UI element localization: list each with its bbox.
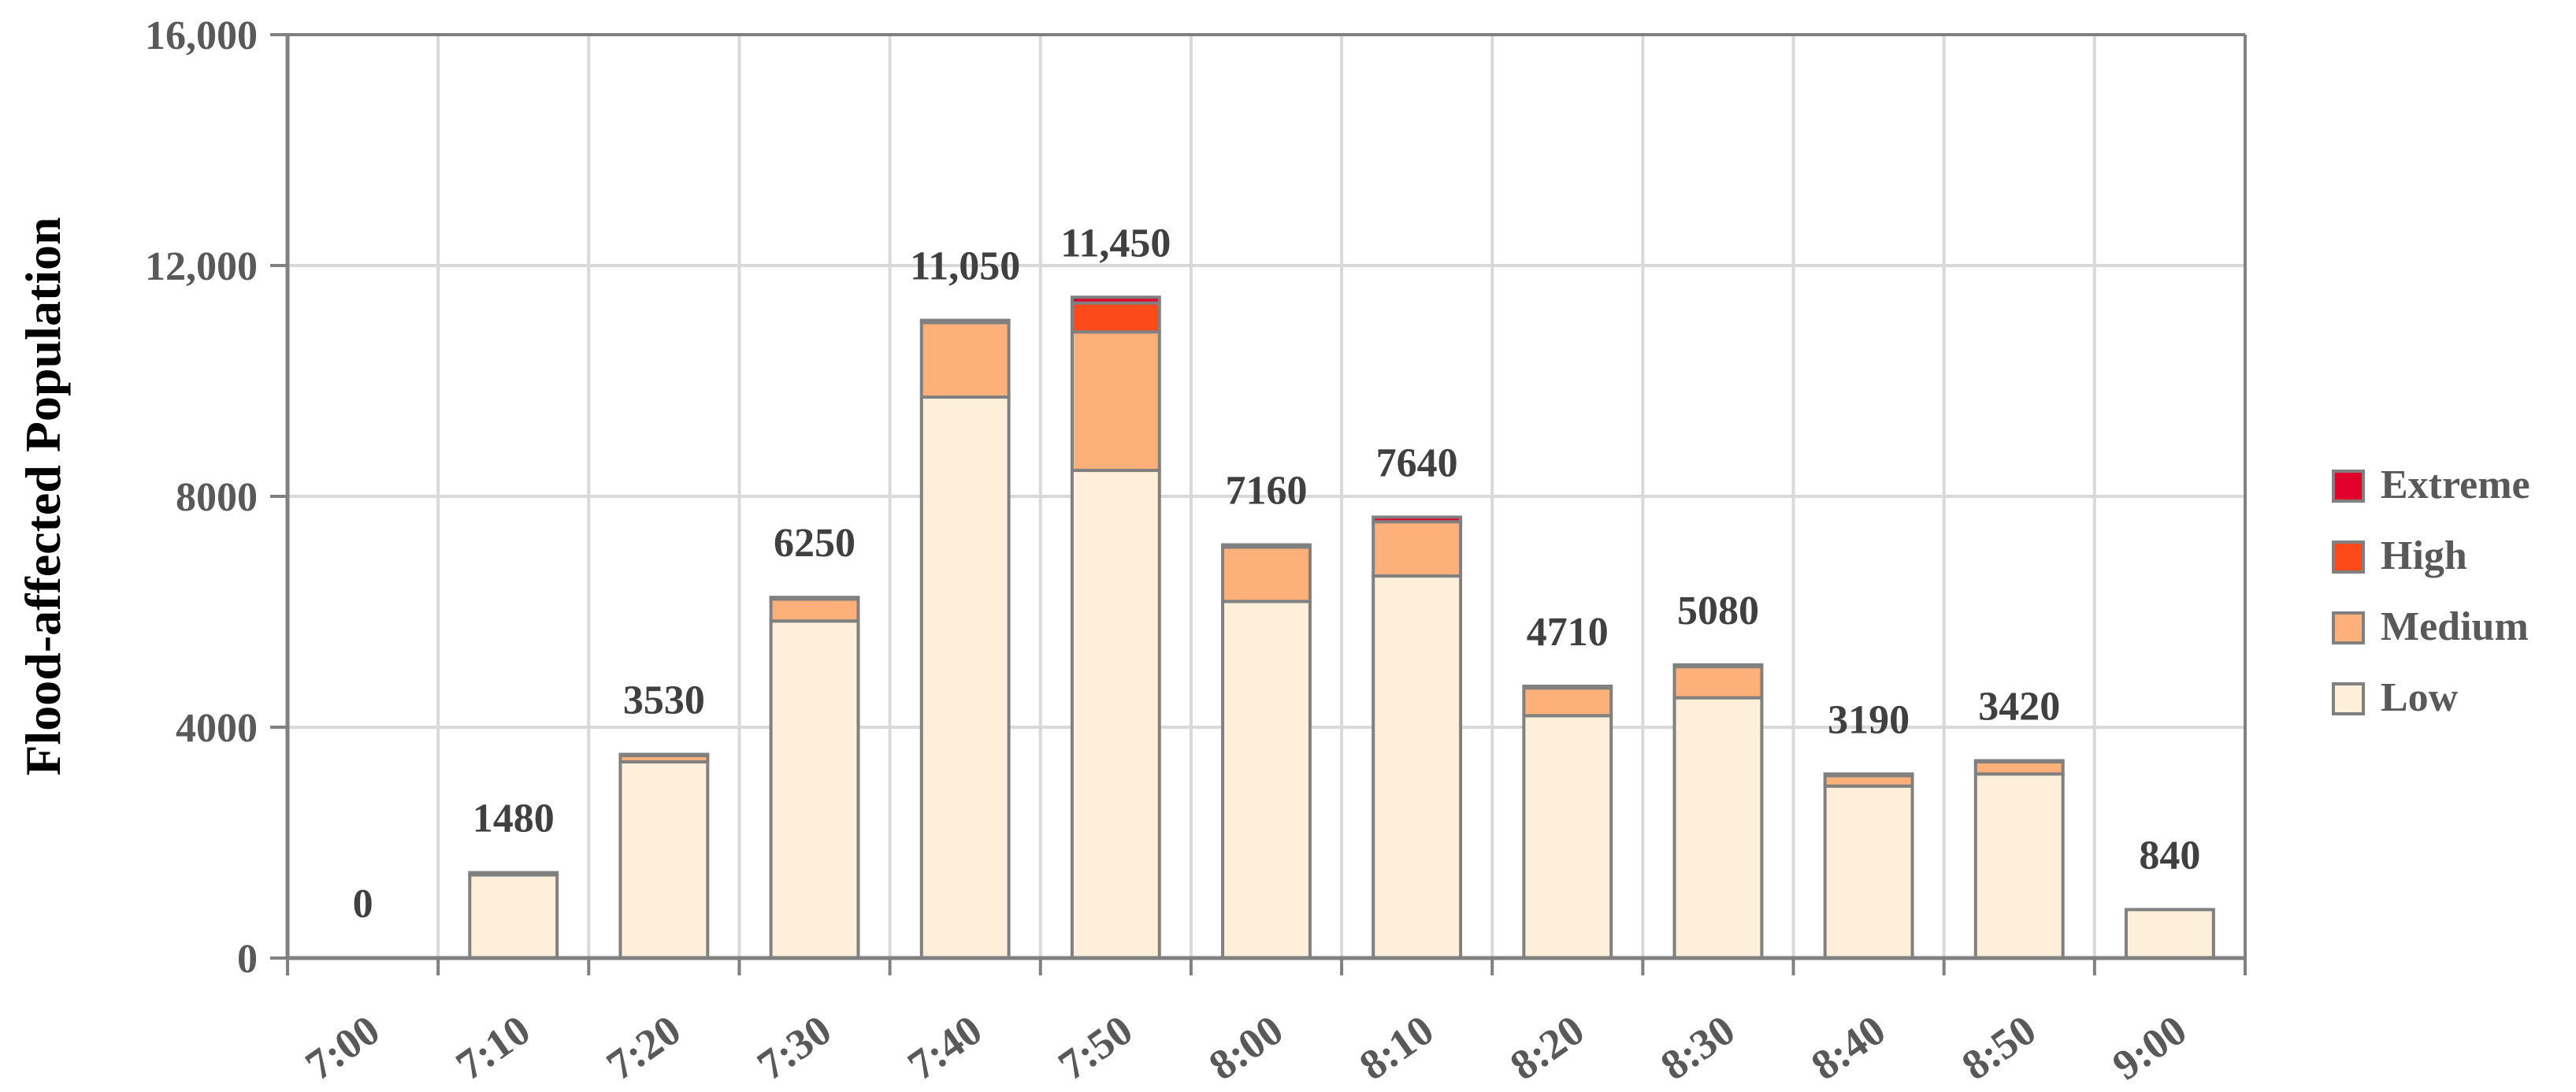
x-tick-label: 8:00 [1201, 1006, 1291, 1090]
legend-swatch-high [2332, 540, 2365, 574]
x-tick-label: 8:20 [1501, 1006, 1592, 1090]
x-tick-labels: 7:00 7:10 7:20 7:30 7:40 7:50 8:00 8:10 8:20 8:30… [297, 1006, 2195, 1090]
bar-segment-high-5 [1070, 301, 1161, 334]
y-tick-labels: 0 4000 8000 12,000 16,000 [145, 13, 258, 982]
legend-label-high: High [2381, 533, 2467, 578]
total-label: 3190 [1828, 697, 1910, 742]
total-label: 6250 [774, 521, 856, 566]
bar-segment-medium-7 [1372, 520, 1463, 578]
bar-segment-medium-8 [1522, 686, 1613, 718]
gridlines [288, 33, 2245, 958]
y-tick-label: 16,000 [145, 13, 258, 58]
x-tick-label: 8:40 [1803, 1006, 1894, 1090]
bar-segment-low-2 [618, 760, 710, 960]
total-label: 1480 [473, 797, 555, 841]
x-tick-label: 7:20 [598, 1006, 689, 1090]
y-tick-label: 4000 [176, 706, 258, 751]
bar-segment-low-10 [1823, 784, 1914, 960]
legend-swatch-low [2332, 682, 2365, 715]
y-tick-label: 0 [237, 937, 258, 982]
x-tick-label: 9:00 [2104, 1006, 2195, 1090]
bar-segment-extreme-6 [1221, 543, 1312, 549]
bar-segment-medium-4 [919, 321, 1011, 399]
total-label: 7160 [1226, 469, 1308, 514]
bar-segment-low-5 [1070, 469, 1161, 960]
x-tick-label: 8:50 [1954, 1006, 2044, 1090]
total-labels: 0 1480 3530 6250 11,050 11,450 7160 7640 4710 508… [353, 221, 2201, 927]
bar-segment-extreme-4 [919, 318, 1011, 325]
total-label: 7640 [1376, 440, 1458, 485]
bar-segment-extreme-8 [1522, 684, 1613, 690]
total-label: 5080 [1677, 589, 1759, 633]
x-tick-label: 7:50 [1050, 1006, 1141, 1090]
legend: Extreme High Medium Low [2332, 462, 2530, 720]
bar-segment-low-11 [1973, 772, 2065, 960]
total-label: 840 [2139, 833, 2200, 878]
legend-label-medium: Medium [2381, 604, 2529, 649]
x-tick-label: 7:40 [900, 1006, 990, 1090]
legend-label-extreme: Extreme [2381, 462, 2530, 507]
bar-segment-medium-3 [769, 597, 860, 623]
bar-segment-extreme-1 [468, 871, 559, 877]
bar-segment-medium-5 [1070, 330, 1161, 473]
bar-segment-medium-11 [1973, 760, 2065, 776]
axes [270, 33, 2247, 975]
bar-segment-low-3 [769, 619, 860, 960]
bar-segment-medium-9 [1672, 665, 1764, 700]
bar-segment-extreme-3 [769, 596, 860, 601]
bar-segment-extreme-5 [1070, 295, 1161, 305]
total-label: 0 [353, 882, 373, 927]
legend-swatch-medium [2332, 611, 2365, 644]
total-label: 3420 [1978, 684, 2060, 729]
x-tick-label: 8:30 [1652, 1006, 1743, 1090]
bar-segment-extreme-7 [1372, 515, 1463, 524]
y-tick-label: 12,000 [145, 244, 258, 289]
total-label: 3530 [623, 678, 705, 722]
bar-segment-low-8 [1522, 714, 1613, 960]
bar-segment-extreme-9 [1672, 663, 1764, 669]
bar-segment-medium-6 [1221, 545, 1312, 604]
x-tick-label: 7:10 [447, 1006, 538, 1090]
x-tick-label: 7:30 [748, 1006, 839, 1090]
total-label: 4710 [1527, 610, 1609, 655]
total-label: 11,050 [910, 244, 1020, 289]
x-tick-label: 7:00 [297, 1006, 388, 1090]
bars [468, 295, 2215, 960]
total-label: 11,450 [1060, 221, 1171, 266]
bar-segment-low-12 [2124, 908, 2215, 960]
bar-segment-extreme-2 [618, 752, 710, 757]
legend-label-low: Low [2381, 675, 2459, 720]
bar-segment-low-9 [1672, 696, 1764, 960]
x-tick-label: 8:10 [1351, 1006, 1442, 1090]
bar-segment-low-4 [919, 396, 1011, 960]
bar-segment-low-7 [1372, 574, 1463, 960]
bar-segment-low-1 [468, 873, 559, 960]
bar-segment-extreme-11 [1973, 759, 2065, 763]
y-axis-label: Flood-affected Population [15, 217, 71, 775]
y-tick-label: 8000 [176, 475, 258, 520]
bar-segment-low-6 [1221, 600, 1312, 960]
bar-segment-extreme-10 [1823, 772, 1914, 778]
legend-swatch-extreme [2332, 470, 2365, 503]
